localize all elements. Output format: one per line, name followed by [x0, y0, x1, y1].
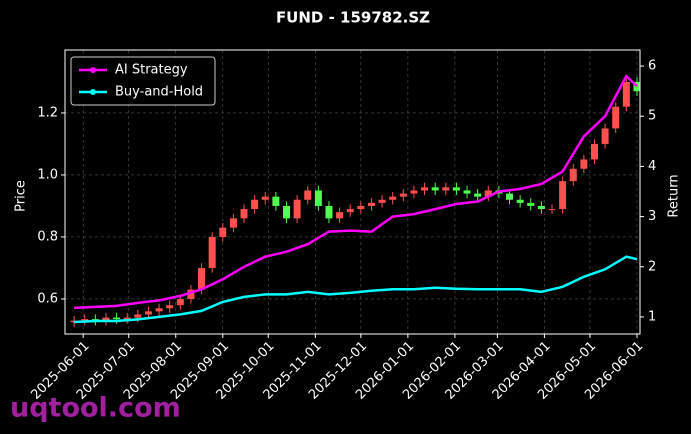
candle-body: [325, 205, 333, 219]
candle-body: [378, 199, 386, 203]
return-line: [74, 74, 638, 310]
candle-body: [166, 305, 174, 309]
y-tick-label: 0.8: [37, 229, 58, 244]
candle-body: [622, 81, 630, 107]
legend-marker: [90, 67, 96, 73]
candle-body: [452, 187, 460, 191]
candle-body: [463, 190, 471, 194]
y2-tick-label: 1: [648, 309, 656, 324]
candle-body: [113, 317, 121, 320]
watermark: uqtool.com: [10, 393, 181, 424]
return-line: [74, 255, 638, 324]
candle-body: [346, 209, 354, 213]
candle-body: [537, 205, 545, 210]
candle-body: [304, 190, 312, 200]
candle-body: [155, 308, 163, 312]
legend-label: Buy-and-Hold: [115, 85, 203, 100]
candle-body: [410, 190, 418, 194]
y-tick-label: 1.0: [37, 167, 58, 182]
y-axis-label: Price: [14, 180, 29, 212]
chart-title: FUND - 159782.SZ: [276, 9, 430, 27]
legend-marker: [90, 89, 96, 95]
y2-tick-label: 6: [648, 59, 656, 74]
candle-body: [527, 202, 535, 206]
candle-body: [633, 81, 641, 92]
candle-body: [569, 168, 577, 182]
candle-body: [389, 196, 397, 200]
candle-body: [134, 314, 142, 318]
candle-body: [367, 202, 375, 206]
candle-body: [601, 128, 609, 144]
y2-tick-label: 3: [648, 209, 656, 224]
candle-body: [198, 267, 206, 290]
y2-axis-label: Return: [667, 174, 682, 217]
candle-body: [442, 187, 450, 191]
candle-body: [612, 106, 620, 129]
y-tick-label: 1.2: [37, 105, 58, 120]
candle-body: [144, 311, 152, 315]
candle-body: [229, 218, 237, 228]
candle-body: [421, 187, 429, 191]
candle-body: [336, 212, 344, 219]
candle-body: [484, 190, 492, 197]
candle-body: [251, 199, 259, 210]
y2-tick-label: 2: [648, 259, 656, 274]
candle-body: [81, 319, 89, 321]
candle-body: [208, 236, 216, 268]
y-tick-label: 0.6: [37, 291, 58, 306]
candle-body: [559, 181, 567, 210]
candle-body: [399, 193, 407, 197]
candle-body: [314, 190, 322, 206]
candle-body: [293, 199, 301, 219]
candle-body: [357, 205, 365, 210]
candle-body: [102, 317, 110, 321]
candle-body: [272, 196, 280, 206]
candle-body: [261, 196, 269, 200]
candle-body: [548, 209, 556, 211]
candle-body: [516, 199, 524, 203]
candle-body: [580, 159, 588, 169]
candle-body: [187, 289, 195, 299]
legend: AI Strategy Buy-and-Hold: [70, 56, 216, 106]
candle-body: [240, 209, 248, 219]
candle-body: [474, 193, 482, 197]
candle-body: [219, 227, 227, 237]
candle-body: [506, 193, 514, 200]
plot-frame: [64, 49, 641, 335]
candle-body: [590, 143, 598, 160]
legend-label: AI Strategy: [115, 63, 188, 78]
y2-tick-label: 5: [648, 109, 656, 124]
candle-body: [431, 187, 439, 191]
candle-body: [283, 205, 291, 219]
candle-body: [176, 298, 184, 306]
y2-tick-label: 4: [648, 159, 656, 174]
candle-body: [123, 317, 131, 320]
